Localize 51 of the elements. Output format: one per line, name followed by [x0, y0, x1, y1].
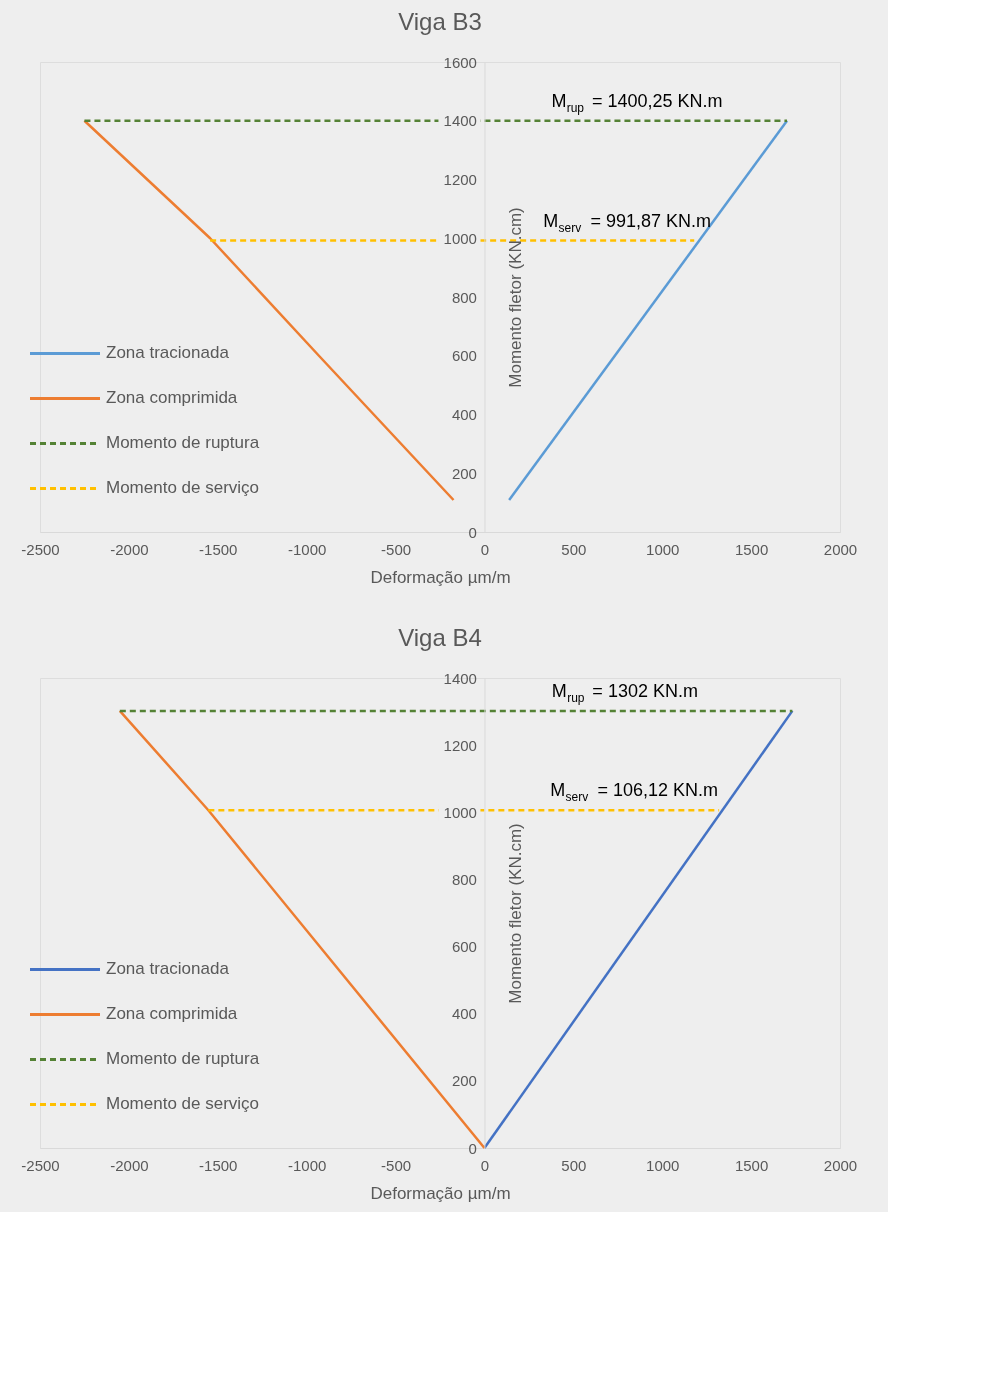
- chart-title: Viga B3: [398, 8, 482, 35]
- x-tick-label: -2000: [110, 1156, 149, 1174]
- x-tick-label: 1500: [734, 540, 769, 558]
- y-tick-label: 1200: [443, 736, 477, 754]
- y-tick-label: 200: [451, 464, 477, 482]
- x-tick-label: -1500: [199, 1156, 238, 1174]
- y-tick-label: 0: [468, 1139, 477, 1157]
- y-tick-label: 1400: [443, 669, 477, 687]
- legend-label: Zona comprimida: [106, 1004, 238, 1024]
- x-tick-label: 500: [561, 1156, 587, 1174]
- y-tick-label: 400: [451, 1005, 477, 1023]
- y-axis-title: Momento fletor (KN.cm): [505, 207, 525, 388]
- x-tick-label: 2000: [823, 1156, 858, 1174]
- chart-title: Viga B4: [398, 624, 482, 651]
- x-tick-label: -2500: [21, 540, 60, 558]
- legend-label: Zona comprimida: [106, 388, 238, 408]
- y-axis-title: Momento fletor (KN.cm): [505, 823, 525, 1004]
- x-tick-label: 1000: [646, 540, 680, 558]
- y-tick-label: 600: [451, 347, 477, 365]
- x-tick-label: -500: [381, 1156, 412, 1174]
- x-axis-title: Deformação µm/m: [370, 1183, 511, 1203]
- x-tick-label: 2000: [823, 540, 858, 558]
- x-tick-label: -1500: [199, 540, 238, 558]
- y-tick-label: 0: [468, 523, 477, 541]
- x-tick-label: -1000: [287, 540, 327, 558]
- x-tick-label: 1500: [734, 1156, 769, 1174]
- y-tick-label: 600: [451, 938, 477, 956]
- legend-label: Momento de serviço: [106, 1094, 260, 1114]
- x-tick-label: -2000: [110, 540, 149, 558]
- y-tick-label: 1000: [443, 229, 477, 247]
- legend-label: Momento de serviço: [106, 478, 260, 498]
- x-tick-label: -1000: [287, 1156, 327, 1174]
- x-axis-title: Deformação µm/m: [370, 567, 511, 587]
- legend-label: Zona tracionada: [106, 959, 230, 979]
- x-tick-label: 1000: [646, 1156, 680, 1174]
- x-tick-label: 0: [480, 1156, 490, 1174]
- x-tick-label: 500: [561, 540, 587, 558]
- y-tick-label: 400: [451, 406, 477, 423]
- x-tick-label: -500: [381, 540, 412, 558]
- y-tick-label: 200: [451, 1072, 477, 1090]
- y-tick-label: 800: [451, 288, 477, 306]
- y-tick-label: 1600: [443, 53, 477, 71]
- legend-label: Zona tracionada: [106, 343, 230, 363]
- y-tick-label: 1000: [443, 803, 477, 821]
- y-tick-label: 1200: [443, 171, 477, 188]
- x-tick-label: -2500: [21, 1156, 60, 1174]
- y-tick-label: 1400: [443, 112, 477, 130]
- y-tick-label: 800: [451, 870, 477, 888]
- x-tick-label: 0: [480, 540, 490, 558]
- legend-label: Momento de ruptura: [106, 1049, 260, 1069]
- legend-label: Momento de ruptura: [106, 433, 260, 453]
